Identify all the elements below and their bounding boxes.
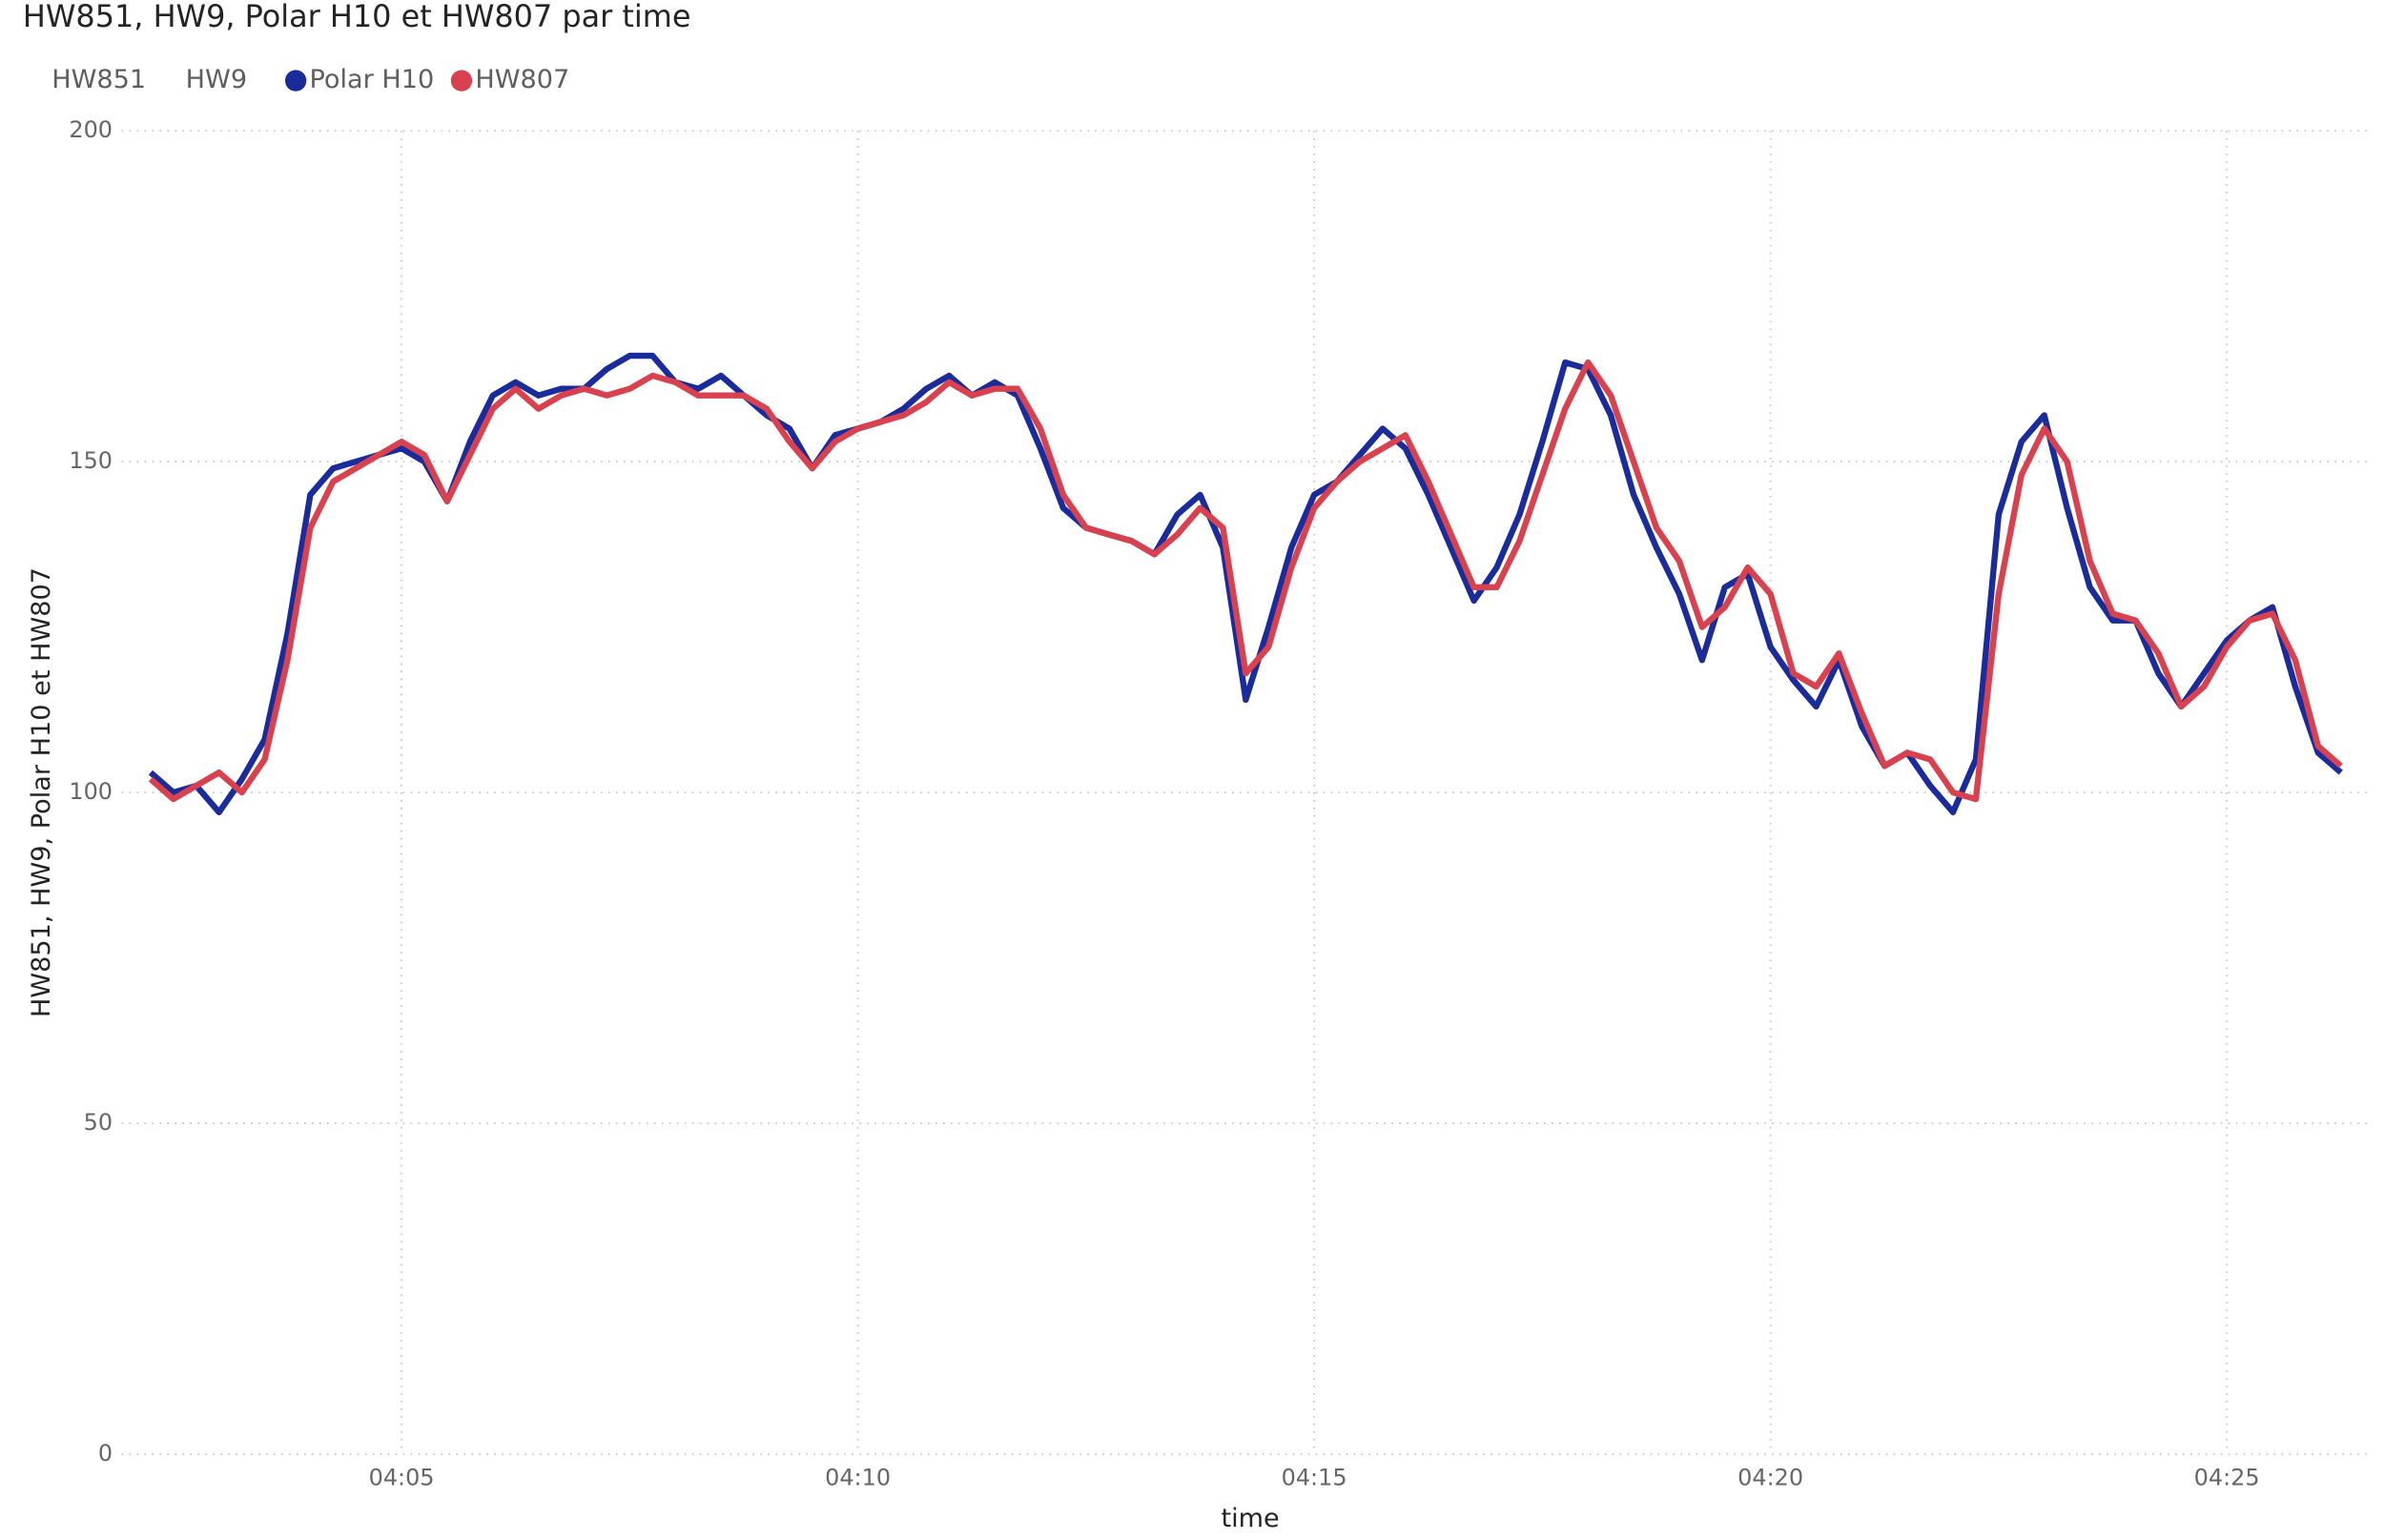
legend-label: Polar H10	[309, 65, 434, 94]
y-tick-label: 150	[69, 447, 113, 474]
x-tick-label: 04:15	[1282, 1464, 1347, 1490]
legend-marker	[450, 70, 473, 92]
y-tick-label: 200	[69, 116, 113, 143]
legend-label: HW807	[475, 65, 569, 94]
x-tick-label: 04:05	[369, 1464, 435, 1490]
y-tick-label: 100	[69, 778, 113, 805]
x-tick-label: 04:20	[1737, 1464, 1803, 1490]
x-tick-label: 04:10	[825, 1464, 891, 1490]
legend-label: HW851	[51, 65, 146, 94]
y-axis-title: HW851, HW9, Polar H10 et HW807	[27, 567, 56, 1017]
y-tick-label: 0	[98, 1440, 113, 1467]
series-line	[148, 352, 2343, 815]
series-line	[148, 359, 2343, 803]
legend-label: HW9	[186, 65, 247, 94]
x-axis-title: time	[1221, 1504, 1279, 1533]
x-tick-label: 04:25	[2194, 1464, 2260, 1490]
legend-marker	[284, 70, 307, 92]
chart-title: HW851, HW9, Polar H10 et HW807 par time	[23, 0, 691, 34]
y-tick-label: 50	[84, 1109, 113, 1136]
